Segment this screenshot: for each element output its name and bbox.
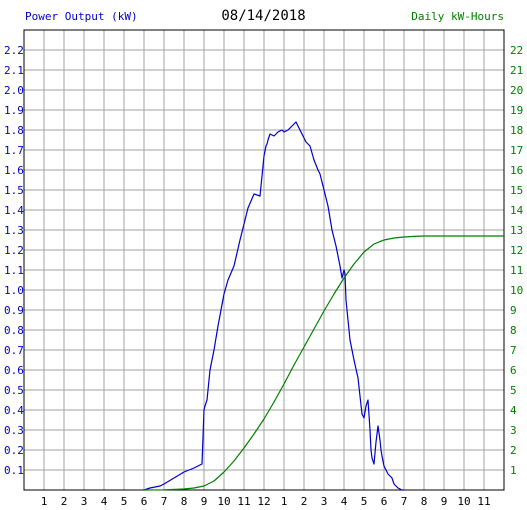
x-axis-tick-label: 3 (81, 495, 88, 508)
right-axis-tick-label: 15 (510, 184, 523, 197)
left-axis-tick-label: 1.9 (4, 104, 24, 117)
right-axis-tick-label: 17 (510, 144, 523, 157)
right-axis-tick-label: 7 (510, 344, 517, 357)
left-axis-tick-label: 1.5 (4, 184, 24, 197)
right-axis-tick-label: 9 (510, 304, 517, 317)
x-axis-tick-label: 9 (201, 495, 208, 508)
left-axis-tick-label: 2.0 (4, 84, 24, 97)
right-axis-tick-label: 2 (510, 444, 517, 457)
left-axis-tick-label: 0.5 (4, 384, 24, 397)
left-axis-tick-label: 1.2 (4, 244, 24, 257)
left-axis-tick-label: 0.4 (4, 404, 24, 417)
left-axis-tick-label: 0.1 (4, 464, 24, 477)
x-axis-tick-label: 6 (381, 495, 388, 508)
x-axis-tick-label: 8 (181, 495, 188, 508)
right-axis-tick-label: 20 (510, 84, 523, 97)
right-axis-tick-label: 8 (510, 324, 517, 337)
right-axis-tick-label: 19 (510, 104, 523, 117)
left-axis-tick-label: 0.8 (4, 324, 24, 337)
right-axis-tick-label: 1 (510, 464, 517, 477)
right-axis-tick-label: 5 (510, 384, 517, 397)
right-axis-tick-label: 11 (510, 264, 523, 277)
left-axis-tick-label: 1.3 (4, 224, 24, 237)
left-axis-tick-label: 1.4 (4, 204, 24, 217)
left-axis-tick-label: 2.2 (4, 44, 24, 57)
left-axis-tick-label: 0.6 (4, 364, 24, 377)
left-axis-tick-label: 2.1 (4, 64, 24, 77)
x-axis-tick-label: 6 (141, 495, 148, 508)
left-axis-tick-label: 1.7 (4, 144, 24, 157)
right-axis-title: Daily kW-Hours (411, 10, 504, 23)
right-axis-tick-label: 10 (510, 284, 523, 297)
right-axis-tick-label: 21 (510, 64, 523, 77)
series-layer (143, 121, 504, 491)
right-axis-tick-label: 22 (510, 44, 523, 57)
left-axis-title: Power Output (kW) (25, 10, 138, 23)
x-axis-tick-label: 8 (421, 495, 428, 508)
left-axis-tick-label: 0.7 (4, 344, 24, 357)
left-axis-tick-label: 1.6 (4, 164, 24, 177)
right-axis-tick-label: 16 (510, 164, 523, 177)
chart-grid (24, 30, 504, 490)
left-axis-tick-label: 1.8 (4, 124, 24, 137)
x-axis-tick-label: 10 (217, 495, 230, 508)
left-axis-tick-label: 1.0 (4, 284, 24, 297)
x-axis-tick-label: 7 (401, 495, 408, 508)
left-axis-tick-labels: 0.1 0.2 0.3 0.4 0.5 0.6 0.7 0.8 0.9 1.0 1.1 1.2 1.3 1… (4, 44, 24, 477)
x-axis-tick-label: 5 (121, 495, 128, 508)
x-axis-tick-label: 1 (41, 495, 48, 508)
power-output-series-line (143, 121, 404, 491)
left-axis-tick-label: 0.3 (4, 424, 24, 437)
x-axis-tick-label: 2 (61, 495, 68, 508)
right-axis-tick-label: 18 (510, 124, 523, 137)
x-axis-tick-label: 11 (237, 495, 250, 508)
x-axis-tick-labels: 1 2 3 4 5 6 7 8 9 10 11 12 1 2 3 4 5 6 7 8 9 10 11 (41, 495, 491, 508)
x-axis-tick-label: 9 (441, 495, 448, 508)
left-axis-tick-label: 0.2 (4, 444, 24, 457)
x-axis-tick-label: 3 (321, 495, 328, 508)
x-axis-tick-label: 4 (341, 495, 348, 508)
right-axis-tick-label: 4 (510, 404, 517, 417)
x-axis-tick-label: 10 (457, 495, 470, 508)
left-axis-tick-label: 0.9 (4, 304, 24, 317)
right-axis-tick-label: 12 (510, 244, 523, 257)
x-axis-tick-label: 11 (477, 495, 490, 508)
right-axis-tick-label: 3 (510, 424, 517, 437)
right-axis-tick-label: 6 (510, 364, 517, 377)
x-axis-tick-label: 12 (257, 495, 270, 508)
right-axis-tick-label: 13 (510, 224, 523, 237)
right-axis-tick-label: 14 (510, 204, 524, 217)
chart-date-title: 08/14/2018 (221, 8, 306, 24)
daily-kwh-series-line (143, 235, 504, 491)
x-axis-tick-label: 5 (361, 495, 368, 508)
x-axis-tick-label: 1 (281, 495, 288, 508)
left-axis-tick-label: 1.1 (4, 264, 24, 277)
x-axis-tick-label: 2 (301, 495, 308, 508)
x-axis-tick-label: 4 (101, 495, 108, 508)
plot-frame (23, 29, 505, 491)
x-axis-tick-label: 7 (161, 495, 168, 508)
